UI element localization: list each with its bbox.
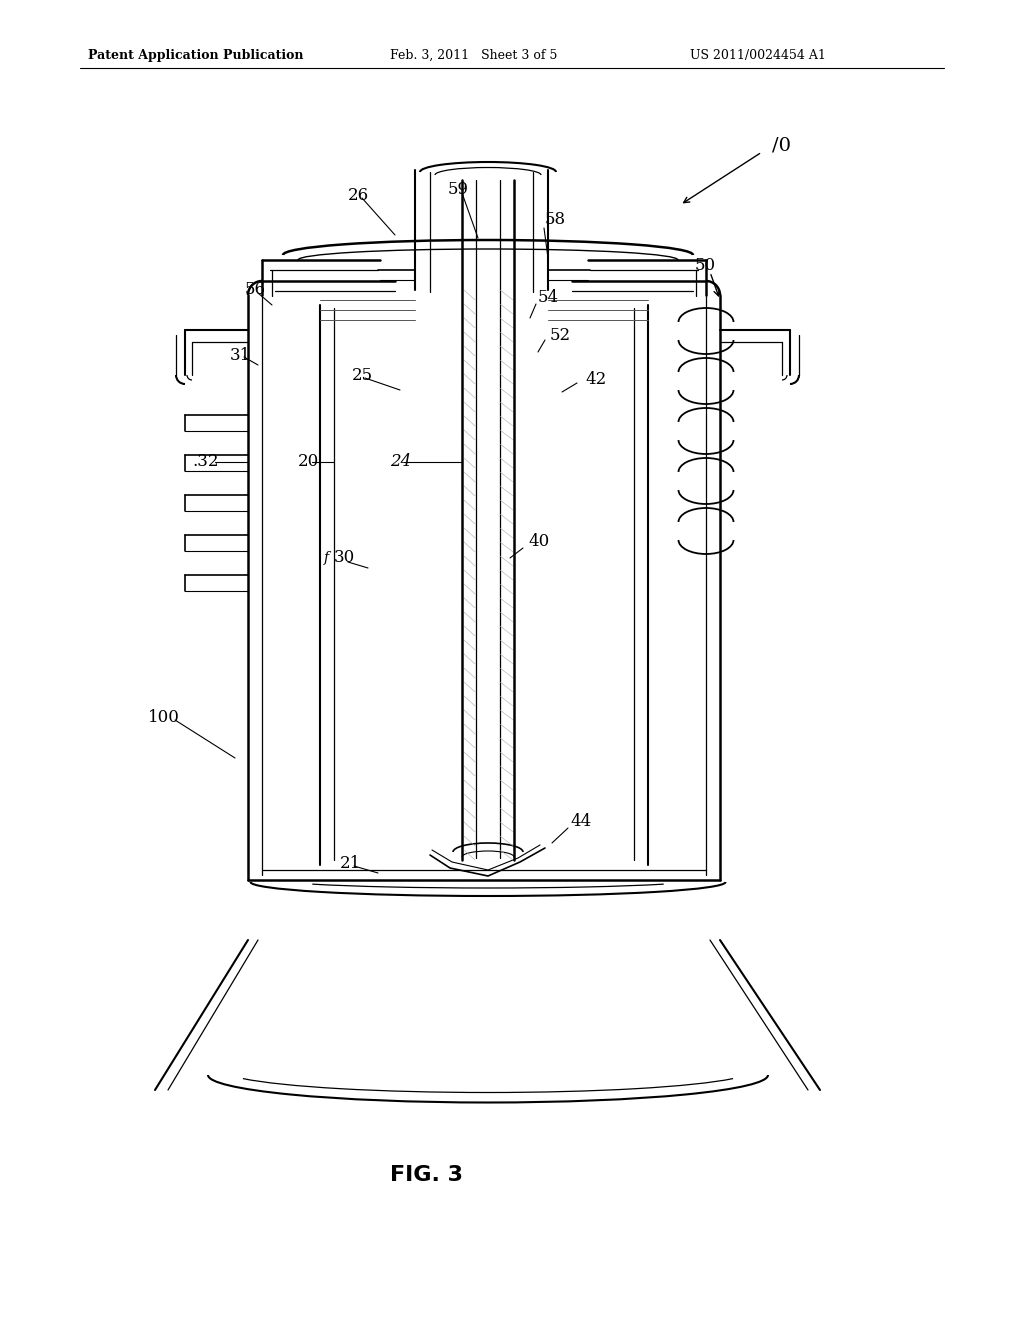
Text: 44: 44 — [570, 813, 591, 830]
Text: Patent Application Publication: Patent Application Publication — [88, 49, 303, 62]
Text: 100: 100 — [148, 710, 180, 726]
Text: 59: 59 — [449, 181, 469, 198]
Text: 50: 50 — [695, 256, 716, 273]
Text: f: f — [324, 550, 329, 565]
Text: 54: 54 — [538, 289, 559, 306]
Text: 26: 26 — [348, 186, 369, 203]
Text: 25: 25 — [352, 367, 373, 384]
Text: FIG. 3: FIG. 3 — [390, 1166, 463, 1185]
Text: /0: /0 — [772, 136, 791, 154]
Text: 58: 58 — [545, 211, 566, 228]
Text: Feb. 3, 2011   Sheet 3 of 5: Feb. 3, 2011 Sheet 3 of 5 — [390, 49, 557, 62]
Text: US 2011/0024454 A1: US 2011/0024454 A1 — [690, 49, 826, 62]
Text: 42: 42 — [585, 371, 606, 388]
Text: 52: 52 — [550, 326, 571, 343]
Text: 31: 31 — [230, 346, 251, 363]
Text: 56: 56 — [245, 281, 266, 298]
Text: 20: 20 — [298, 454, 319, 470]
Text: 24: 24 — [390, 454, 412, 470]
Text: 30: 30 — [334, 549, 355, 566]
Text: .32: .32 — [193, 454, 218, 470]
Text: 21: 21 — [340, 854, 361, 871]
Text: 40: 40 — [528, 533, 549, 550]
